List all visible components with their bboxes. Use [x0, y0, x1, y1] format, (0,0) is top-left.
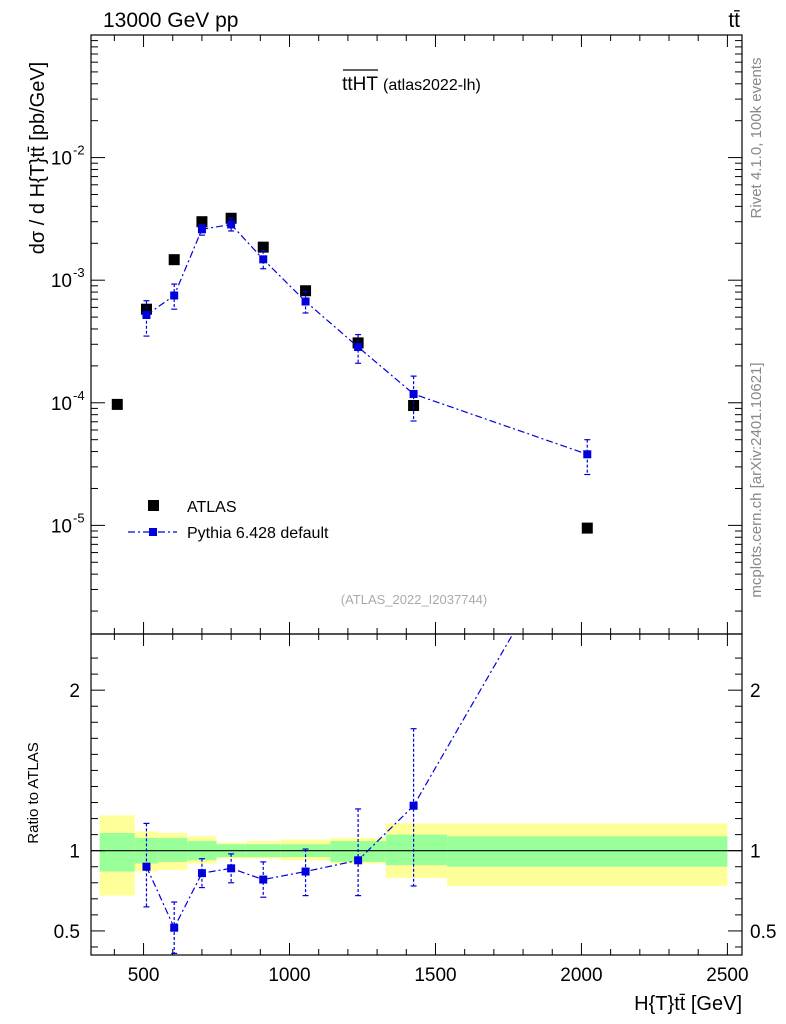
atlas-data-point — [168, 254, 180, 266]
ratio-data-point — [409, 801, 418, 810]
energy-label: 13000 GeV pp — [103, 9, 238, 32]
ratio-y-tick-label: 1 — [69, 842, 80, 863]
x-tick-label: 2500 — [706, 965, 748, 986]
ratio-data-point — [301, 867, 310, 876]
mc-data-point — [301, 297, 310, 306]
x-tick-label: 500 — [128, 965, 160, 986]
atlas-data-point — [257, 241, 269, 253]
legend: ATLAS Pythia 6.428 default — [128, 499, 329, 542]
ratio-y-tick-label-right: 0.5 — [750, 922, 776, 943]
ratio-data-point — [259, 875, 268, 884]
ratio-y-tick-label-right: 1 — [750, 842, 761, 863]
x-tick-label: 1500 — [414, 965, 456, 986]
ratio-data-point — [354, 856, 363, 865]
ratio-band-inner — [158, 837, 188, 862]
y-tick-exponent: -5 — [73, 510, 85, 525]
x-tick-label: 2000 — [560, 965, 602, 986]
ratio-ticks: 500 1000 1500 2000 2500 0.5 0.5 1 1 2 2 — [54, 634, 776, 986]
mc-data-point — [259, 255, 268, 264]
mc-data-point — [354, 343, 363, 352]
y-tick-exponent: -2 — [73, 143, 85, 158]
process-label: tt̄ — [728, 9, 740, 32]
atlas-data-point — [581, 522, 593, 534]
ratio-data-point — [170, 923, 179, 932]
y-tick-label: 10 — [51, 516, 72, 537]
legend-data-marker — [148, 500, 159, 511]
ratio-band-inner — [99, 833, 135, 872]
ratio-band-inner — [447, 836, 728, 867]
legend-mc-marker — [149, 528, 157, 536]
mc-data-point — [227, 220, 236, 229]
mc-data-point — [197, 225, 206, 234]
legend-mc-label: Pythia 6.428 default — [187, 525, 329, 542]
ratio-band-inner — [385, 834, 448, 866]
y-tick-exponent: -3 — [73, 265, 85, 280]
mc-data-point — [409, 389, 418, 398]
atlas-data-point — [352, 337, 364, 349]
mcplots-label: mcplots.cern.ch [arXiv:2401.10621] — [748, 362, 765, 597]
ratio-data-point — [142, 862, 151, 871]
main-data — [111, 212, 593, 534]
x-axis-label: H{T}tt̄ [GeV] — [634, 993, 742, 1015]
atlas-data-point — [196, 216, 208, 228]
atlas-data-point — [300, 285, 312, 297]
ratio-bands — [91, 815, 742, 896]
main-ylabel: dσ / d H{T}tt̄ [pb/GeV] — [27, 62, 49, 254]
ratio-data — [142, 633, 514, 954]
ratio-panel-frame — [90, 633, 743, 956]
plot-title-main: ttHT — [342, 74, 378, 95]
ratio-y-tick-label: 0.5 — [54, 922, 80, 943]
rivet-label: Rivet 4.1.0, 100k events — [748, 58, 765, 219]
x-tick-label: 1000 — [268, 965, 310, 986]
atlas-data-point — [408, 400, 420, 412]
y-tick-exponent: -4 — [73, 388, 85, 403]
ratio-data-point — [197, 869, 206, 878]
atlas-data-point — [140, 303, 152, 315]
plot-title-sub: (atlas2022-lh) — [383, 77, 481, 94]
ratio-ylabel: Ratio to ATLAS — [25, 742, 42, 843]
main-ticks: 10-510-410-310-2 — [51, 34, 742, 640]
ratio-data-point — [227, 864, 236, 873]
y-tick-label: 10 — [51, 394, 72, 415]
ratio-y-tick-label: 2 — [69, 681, 80, 702]
analysis-watermark: (ATLAS_2022_I2037744) — [341, 592, 487, 607]
plot-title: ttHT (atlas2022-lh) — [342, 69, 481, 95]
main-panel-frame — [90, 34, 743, 635]
y-tick-label: 10 — [51, 271, 72, 292]
legend-data-label: ATLAS — [187, 499, 237, 516]
mc-series-line — [146, 223, 588, 455]
mc-data-point — [142, 311, 151, 320]
y-tick-label: 10 — [51, 149, 72, 170]
mc-data-point — [583, 450, 592, 459]
atlas-data-point — [111, 398, 123, 410]
ratio-y-tick-label-right: 2 — [750, 681, 761, 702]
mc-data-point — [170, 291, 179, 300]
